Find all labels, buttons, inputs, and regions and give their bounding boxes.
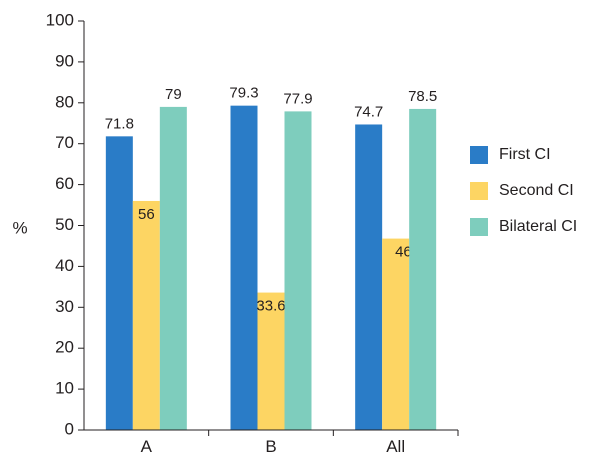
y-tick-label: 70 [55,133,74,152]
y-tick-label: 90 [55,51,74,70]
y-tick-label: 100 [46,10,74,29]
y-axis: 0 10 20 30 40 50 60 70 80 90 100 [46,10,85,438]
x-tick-label: B [265,437,276,456]
legend-swatch [470,182,488,200]
legend-label: Second CI [499,182,574,199]
bar-bilateral-ci [159,106,187,430]
bar-second-ci [382,238,410,430]
x-axis: A B All [84,429,459,456]
y-tick-label: 40 [55,256,74,275]
legend-label: First CI [499,146,551,163]
y-tick-label: 80 [55,92,74,111]
y-tick-label: 20 [55,338,74,357]
data-label: 77.9 [283,90,312,107]
data-label: 79 [165,86,182,103]
bar-bilateral-ci [409,108,437,430]
bar-second-ci [257,292,285,430]
bar-first-ci [105,136,133,430]
x-tick-label: All [386,437,405,456]
bar-first-ci [355,124,383,431]
y-axis-title: % [12,218,27,237]
x-tick-label: A [141,437,153,456]
y-tick-label: 0 [65,419,74,438]
y-tick-label: 50 [55,215,74,234]
data-label: 71.8 [105,115,134,132]
legend: First CI Second CI Bilateral CI [470,146,577,236]
bar-second-ci [132,200,160,430]
bar-bilateral-ci [284,111,312,430]
y-tick-label: 10 [55,379,74,398]
y-tick-label: 30 [55,297,74,316]
bar-first-ci [230,105,258,431]
legend-label: Bilateral CI [499,218,577,235]
data-label: 33.6 [256,298,285,315]
legend-swatch [470,218,488,236]
data-label: 79.3 [229,85,258,102]
data-label: 56 [138,206,155,223]
y-tick-label: 60 [55,174,74,193]
data-label: 78.5 [408,88,437,105]
legend-swatch [470,146,488,164]
data-label: 74.7 [354,103,383,120]
